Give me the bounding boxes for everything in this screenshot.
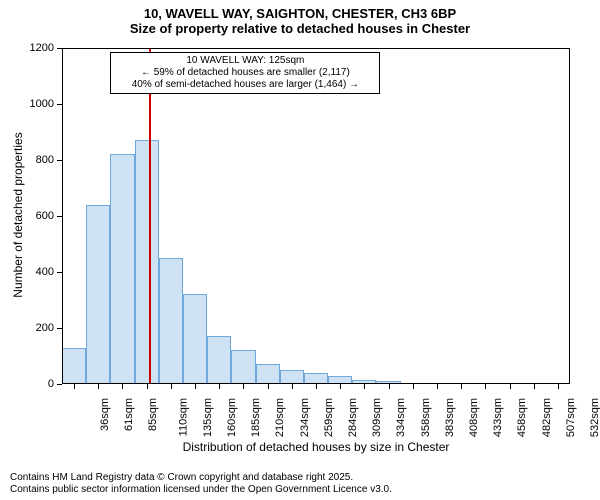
ytick-mark [57, 328, 62, 329]
ytick-mark [57, 160, 62, 161]
bar [135, 140, 159, 384]
xtick-mark [268, 384, 269, 389]
xtick-mark [316, 384, 317, 389]
ytick-label: 1200 [30, 42, 54, 54]
xtick-mark [171, 384, 172, 389]
xtick-label: 85sqm [148, 398, 160, 431]
xtick-mark [243, 384, 244, 389]
xtick-mark [534, 384, 535, 389]
y-axis-right [569, 48, 570, 384]
xtick-mark [461, 384, 462, 389]
xtick-label: 135sqm [202, 398, 214, 437]
bar [110, 154, 134, 384]
ytick-label: 400 [36, 266, 54, 278]
xtick-mark [437, 384, 438, 389]
reference-line [149, 48, 151, 384]
xtick-label: 61sqm [123, 398, 135, 431]
annotation-box: 10 WAVELL WAY: 125sqm ← 59% of detached … [110, 52, 380, 94]
chart-container: 10, WAVELL WAY, SAIGHTON, CHESTER, CH3 6… [0, 0, 600, 500]
title-area: 10, WAVELL WAY, SAIGHTON, CHESTER, CH3 6… [0, 0, 600, 36]
ytick-mark [57, 48, 62, 49]
xtick-label: 309sqm [371, 398, 383, 437]
annotation-line-1: 10 WAVELL WAY: 125sqm [115, 55, 375, 67]
xtick-label: 210sqm [275, 398, 287, 437]
xtick-mark [485, 384, 486, 389]
ytick-label: 800 [36, 154, 54, 166]
y-axis [62, 48, 63, 384]
xtick-label: 358sqm [420, 398, 432, 437]
xtick-label: 284sqm [347, 398, 359, 437]
bar [183, 294, 207, 384]
xtick-mark [389, 384, 390, 389]
xtick-mark [98, 384, 99, 389]
xtick-label: 259sqm [323, 398, 335, 437]
title-line-1: 10, WAVELL WAY, SAIGHTON, CHESTER, CH3 6… [0, 6, 600, 21]
x-axis-top [62, 48, 570, 49]
bar [256, 364, 280, 384]
xtick-label: 507sqm [565, 398, 577, 437]
bar [280, 370, 304, 384]
ytick-label: 200 [36, 322, 54, 334]
xtick-mark [340, 384, 341, 389]
xtick-mark [122, 384, 123, 389]
xtick-label: 160sqm [226, 398, 238, 437]
xtick-label: 482sqm [541, 398, 553, 437]
annotation-line-3: 40% of semi-detached houses are larger (… [115, 79, 375, 91]
xtick-mark [364, 384, 365, 389]
xtick-label: 458sqm [516, 398, 528, 437]
bar [231, 350, 255, 384]
ytick-mark [57, 216, 62, 217]
xtick-label: 185sqm [250, 398, 262, 437]
footer-line-2: Contains public sector information licen… [10, 484, 392, 496]
ytick-mark [57, 384, 62, 385]
y-axis-label: Number of detached properties [11, 115, 25, 315]
ytick-mark [57, 104, 62, 105]
xtick-label: 36sqm [99, 398, 111, 431]
xtick-label: 110sqm [177, 398, 189, 436]
xtick-mark [413, 384, 414, 389]
x-axis-label: Distribution of detached houses by size … [62, 440, 570, 454]
xtick-mark [147, 384, 148, 389]
ytick-label: 0 [48, 378, 54, 390]
title-line-2: Size of property relative to detached ho… [0, 21, 600, 36]
xtick-mark [558, 384, 559, 389]
xtick-label: 532sqm [589, 398, 600, 437]
xtick-label: 433sqm [492, 398, 504, 437]
bar [159, 258, 183, 384]
bar [86, 205, 110, 384]
annotation-line-2: ← 59% of detached houses are smaller (2,… [115, 67, 375, 79]
ytick-mark [57, 272, 62, 273]
footer-line-1: Contains HM Land Registry data © Crown c… [10, 472, 392, 484]
xtick-mark [219, 384, 220, 389]
xtick-label: 383sqm [444, 398, 456, 437]
ytick-label: 1000 [30, 98, 54, 110]
xtick-mark [510, 384, 511, 389]
xtick-label: 408sqm [468, 398, 480, 437]
xtick-label: 234sqm [299, 398, 311, 437]
xtick-mark [292, 384, 293, 389]
xtick-mark [195, 384, 196, 389]
bar [207, 336, 231, 384]
xtick-mark [74, 384, 75, 389]
plot-area: 10 WAVELL WAY: 125sqm ← 59% of detached … [62, 48, 570, 384]
footer: Contains HM Land Registry data © Crown c… [10, 472, 392, 496]
xtick-label: 334sqm [396, 398, 408, 437]
ytick-label: 600 [36, 210, 54, 222]
bar [62, 348, 86, 384]
